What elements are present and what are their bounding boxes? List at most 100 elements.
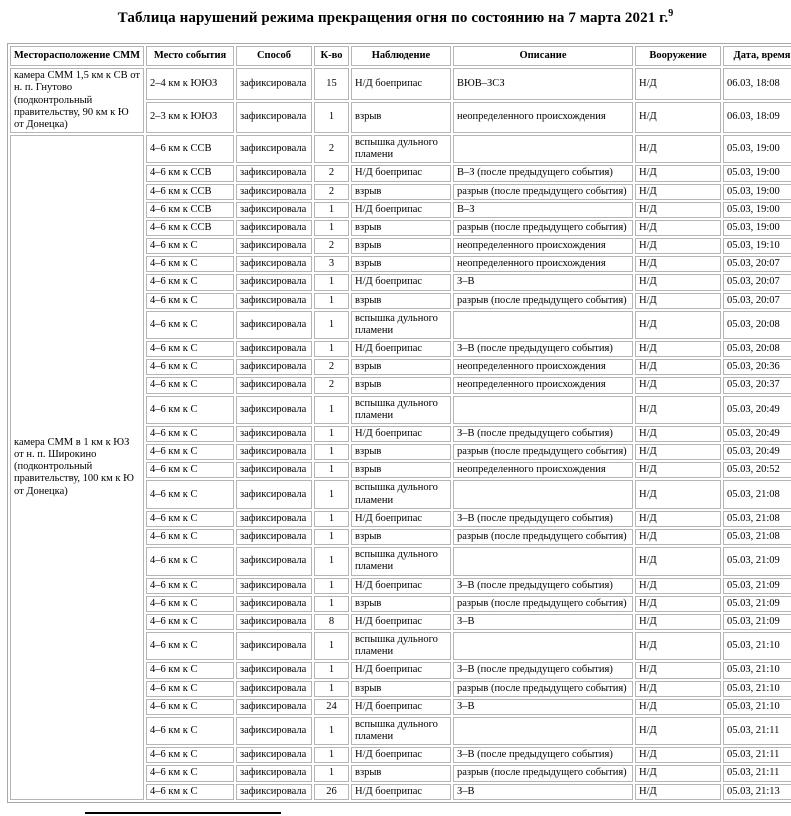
datetime-cell: 06.03, 18:08: [723, 68, 791, 100]
event-place-cell: 4–6 км к С: [146, 292, 234, 309]
method-cell: зафиксировала: [236, 359, 312, 376]
event-place-cell: 4–6 км к С: [146, 632, 234, 661]
datetime-cell: 05.03, 19:10: [723, 238, 791, 255]
weapon-cell: Н/Д: [635, 462, 721, 479]
datetime-cell: 05.03, 21:11: [723, 747, 791, 764]
datetime-cell: 05.03, 19:00: [723, 135, 791, 164]
datetime-cell: 05.03, 20:36: [723, 359, 791, 376]
datetime-cell: 05.03, 21:09: [723, 547, 791, 576]
page-title: Таблица нарушений режима прекращения огн…: [7, 9, 784, 27]
observation-cell: взрыв: [351, 101, 451, 134]
smm-location-cell: камера СММ в 1 км к ЮЗ от н. п. Широкино…: [10, 135, 144, 800]
event-place-cell: 4–6 км к С: [146, 547, 234, 576]
smm-location-cell: камера СММ 1,5 км к СВ от н. п. Гнутово …: [10, 68, 144, 134]
event-place-cell: 4–6 км к С: [146, 256, 234, 273]
observation-cell: вспышка дульного пламени: [351, 547, 451, 576]
observation-cell: взрыв: [351, 377, 451, 394]
description-cell: [453, 480, 633, 509]
description-cell: З–В (после предыдущего события): [453, 341, 633, 358]
table-header-row: Месторасположение СММ Место события Спос…: [10, 46, 791, 67]
datetime-cell: 05.03, 21:10: [723, 680, 791, 697]
count-cell: 1: [314, 632, 349, 661]
observation-cell: вспышка дульного пламени: [351, 632, 451, 661]
count-cell: 1: [314, 662, 349, 679]
description-cell: З–В (после предыдущего события): [453, 577, 633, 594]
count-cell: 2: [314, 183, 349, 200]
count-cell: 1: [314, 765, 349, 782]
weapon-cell: Н/Д: [635, 510, 721, 527]
event-place-cell: 4–6 км к С: [146, 510, 234, 527]
table-row: 4–6 км к ССВ зафиксировала 2 взрыв разрыв (п…: [10, 183, 791, 200]
event-place-cell: 2–3 км к ЮЮЗ: [146, 101, 234, 134]
table-row: 4–6 км к ССВ зафиксировала 2 Н/Д боеприпас В…: [10, 165, 791, 182]
count-cell: 24: [314, 698, 349, 715]
observation-cell: взрыв: [351, 238, 451, 255]
description-cell: неопределенного происхождения: [453, 238, 633, 255]
count-cell: 2: [314, 377, 349, 394]
method-cell: зафиксировала: [236, 595, 312, 612]
count-cell: 1: [314, 274, 349, 291]
observation-cell: взрыв: [351, 183, 451, 200]
event-place-cell: 4–6 км к С: [146, 595, 234, 612]
observation-cell: вспышка дульного пламени: [351, 395, 451, 424]
description-cell: З–В (после предыдущего события): [453, 662, 633, 679]
observation-cell: взрыв: [351, 680, 451, 697]
weapon-cell: Н/Д: [635, 747, 721, 764]
event-place-cell: 4–6 км к С: [146, 341, 234, 358]
observation-cell: Н/Д боеприпас: [351, 201, 451, 218]
datetime-cell: 05.03, 19:00: [723, 165, 791, 182]
event-place-cell: 4–6 км к С: [146, 377, 234, 394]
weapon-cell: Н/Д: [635, 359, 721, 376]
method-cell: зафиксировала: [236, 747, 312, 764]
event-place-cell: 4–6 км к С: [146, 480, 234, 509]
event-place-cell: 4–6 км к С: [146, 425, 234, 443]
method-cell: зафиксировала: [236, 341, 312, 358]
observation-cell: Н/Д боеприпас: [351, 425, 451, 443]
method-cell: зафиксировала: [236, 783, 312, 800]
weapon-cell: Н/Д: [635, 135, 721, 164]
weapon-cell: Н/Д: [635, 577, 721, 594]
method-cell: зафиксировала: [236, 292, 312, 309]
method-cell: зафиксировала: [236, 101, 312, 134]
weapon-cell: Н/Д: [635, 528, 721, 546]
observation-cell: Н/Д боеприпас: [351, 68, 451, 100]
datetime-cell: 05.03, 21:09: [723, 577, 791, 594]
weapon-cell: Н/Д: [635, 716, 721, 746]
table-row: 4–6 км к ССВ зафиксировала 1 взрыв разрыв (п…: [10, 219, 791, 237]
header-count: К-во: [314, 46, 349, 67]
description-cell: З–В (после предыдущего события): [453, 425, 633, 443]
description-cell: ВЮВ–ЗСЗ: [453, 68, 633, 100]
datetime-cell: 05.03, 20:07: [723, 292, 791, 309]
method-cell: зафиксировала: [236, 274, 312, 291]
datetime-cell: 06.03, 18:09: [723, 101, 791, 134]
weapon-cell: Н/Д: [635, 274, 721, 291]
weapon-cell: Н/Д: [635, 783, 721, 800]
count-cell: 1: [314, 547, 349, 576]
description-cell: разрыв (после предыдущего события): [453, 444, 633, 461]
event-place-cell: 4–6 км к ССВ: [146, 201, 234, 218]
observation-cell: Н/Д боеприпас: [351, 698, 451, 715]
observation-cell: Н/Д боеприпас: [351, 662, 451, 679]
method-cell: зафиксировала: [236, 510, 312, 527]
method-cell: зафиксировала: [236, 395, 312, 424]
description-cell: неопределенного происхождения: [453, 462, 633, 479]
method-cell: зафиксировала: [236, 480, 312, 509]
observation-cell: Н/Д боеприпас: [351, 577, 451, 594]
weapon-cell: Н/Д: [635, 219, 721, 237]
description-cell: З–В (после предыдущего события): [453, 747, 633, 764]
description-cell: [453, 310, 633, 340]
observation-cell: взрыв: [351, 528, 451, 546]
datetime-cell: 05.03, 20:49: [723, 444, 791, 461]
event-place-cell: 4–6 км к ССВ: [146, 183, 234, 200]
count-cell: 8: [314, 613, 349, 631]
count-cell: 1: [314, 577, 349, 594]
